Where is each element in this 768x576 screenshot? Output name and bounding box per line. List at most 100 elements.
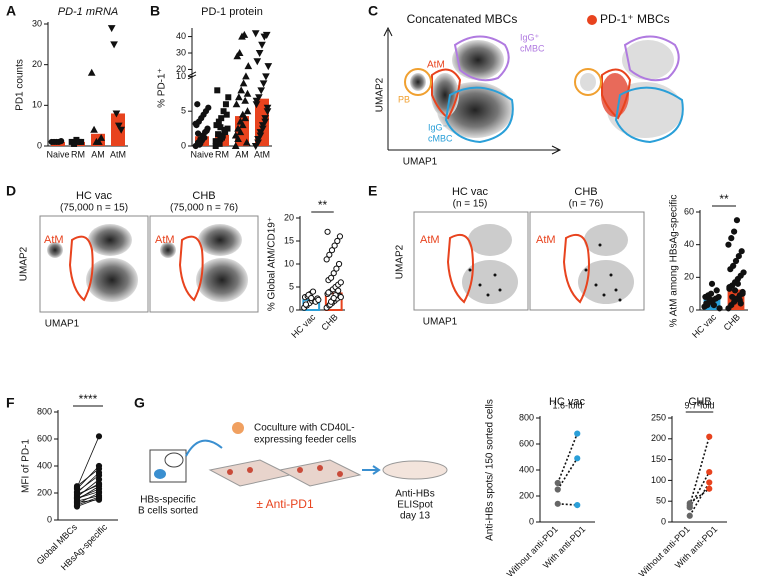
cluster — [410, 73, 426, 91]
step-label: expressing feeder cells — [254, 435, 356, 446]
axis-label: UMAP2 — [395, 244, 406, 279]
coculture-wells — [208, 459, 362, 487]
data-point — [710, 302, 717, 309]
step-label: HBs-specific — [140, 495, 196, 506]
data-point — [323, 256, 330, 263]
pair-line — [76, 488, 100, 499]
umap-title: Concatenated MBCs — [407, 12, 518, 26]
chart-title: PD-1 protein — [201, 6, 263, 18]
data-point — [259, 80, 268, 88]
data-point — [302, 301, 310, 308]
data-point — [330, 294, 337, 302]
data-point — [212, 138, 219, 145]
data-point — [262, 73, 270, 81]
data-point — [254, 139, 262, 147]
data-point — [234, 124, 242, 132]
antibody-icon — [232, 422, 244, 434]
data-point — [95, 481, 103, 488]
y-tick-label: 30 — [32, 18, 42, 28]
pair-line — [689, 471, 710, 508]
data-point — [112, 110, 121, 118]
cluster-label: AtM — [44, 234, 64, 246]
panel-letter: D — [6, 183, 16, 199]
data-point — [238, 110, 247, 118]
data-point — [258, 41, 266, 49]
cluster — [622, 40, 674, 80]
cluster-label: cMBC — [428, 133, 453, 143]
data-point — [236, 128, 245, 136]
data-point — [730, 262, 737, 269]
y-axis-label: Anti-HBs spots/ 150 sorted cells — [485, 399, 496, 541]
data-point — [258, 125, 267, 133]
data-point — [263, 104, 272, 112]
data-point — [739, 290, 746, 297]
data-point — [244, 62, 253, 70]
data-point — [261, 115, 269, 123]
data-point — [337, 294, 344, 301]
data-point — [197, 140, 204, 147]
step-label: ELISpot — [397, 500, 433, 511]
atm-outline — [178, 235, 204, 302]
y-tick-label: 100 — [651, 475, 666, 485]
data-point — [574, 430, 581, 437]
y-tick-label: 400 — [37, 460, 52, 470]
data-point — [335, 260, 343, 268]
y-tick-label: 0 — [181, 140, 186, 150]
umap-panel-e: HC vac (n = 15) CHB (n = 76) AtM AtM UMA… — [395, 186, 645, 328]
cluster-label: IgG⁺ — [520, 32, 540, 42]
data-point — [242, 72, 250, 80]
umap-title: HC vac — [452, 186, 489, 198]
data-point — [78, 138, 85, 145]
data-point — [255, 94, 263, 102]
data-point — [251, 30, 260, 38]
y-tick-label: 600 — [37, 433, 52, 443]
data-point — [574, 502, 581, 509]
arrow — [362, 465, 381, 475]
data-point — [253, 58, 262, 66]
data-point — [732, 257, 740, 265]
y-axis-label: % AtM among HBsAg-specific — [669, 195, 680, 328]
data-point — [73, 484, 81, 491]
data-point — [708, 280, 716, 287]
data-point — [220, 108, 227, 115]
data-point — [203, 127, 210, 134]
data-point — [241, 96, 249, 104]
data-point — [240, 30, 249, 38]
atm-outline — [68, 235, 94, 302]
data-point — [315, 296, 322, 303]
chart-title: PD-1 mRNA — [58, 6, 119, 18]
data-point — [194, 101, 201, 108]
umap-title: CHB — [192, 190, 215, 202]
pair-line — [557, 503, 578, 506]
data-point — [554, 479, 561, 487]
umap-title: HC vac — [76, 190, 113, 202]
data-point — [256, 132, 265, 140]
x-tick-label: Naive — [46, 149, 69, 159]
data-point — [223, 111, 230, 118]
arrow — [185, 439, 223, 457]
data-point — [239, 79, 248, 87]
y-tick-label: 0 — [37, 140, 42, 150]
y-axis-label: PD1 counts — [15, 59, 26, 111]
data-point — [97, 133, 105, 141]
data-point — [242, 138, 251, 146]
data-point — [87, 68, 96, 76]
g-diagram: HBs-specific B cells sorted Coculture wi… — [138, 422, 448, 522]
igg-pos-outline — [453, 35, 510, 82]
data-point — [95, 433, 103, 440]
data-point — [235, 48, 244, 57]
x-tick-label: HC vac — [289, 312, 317, 340]
data-point — [737, 300, 744, 307]
bar — [111, 113, 125, 146]
data-point — [235, 93, 243, 101]
data-point — [738, 248, 745, 255]
y-tick-label: 15 — [284, 235, 294, 245]
data-point — [114, 122, 123, 130]
umap-subtitle: (75,000 n = 15) — [60, 203, 128, 214]
cluster-label: IgG⁻ — [428, 122, 448, 132]
umap-title: CHB — [574, 186, 597, 198]
data-point — [731, 287, 739, 294]
umap-panel-c: UMAP2 UMAP1 Concatenated MBCs PD-1⁺ MBCs… — [375, 12, 684, 168]
y-tick-label: 0 — [661, 516, 666, 526]
elispot-plate — [382, 460, 448, 480]
